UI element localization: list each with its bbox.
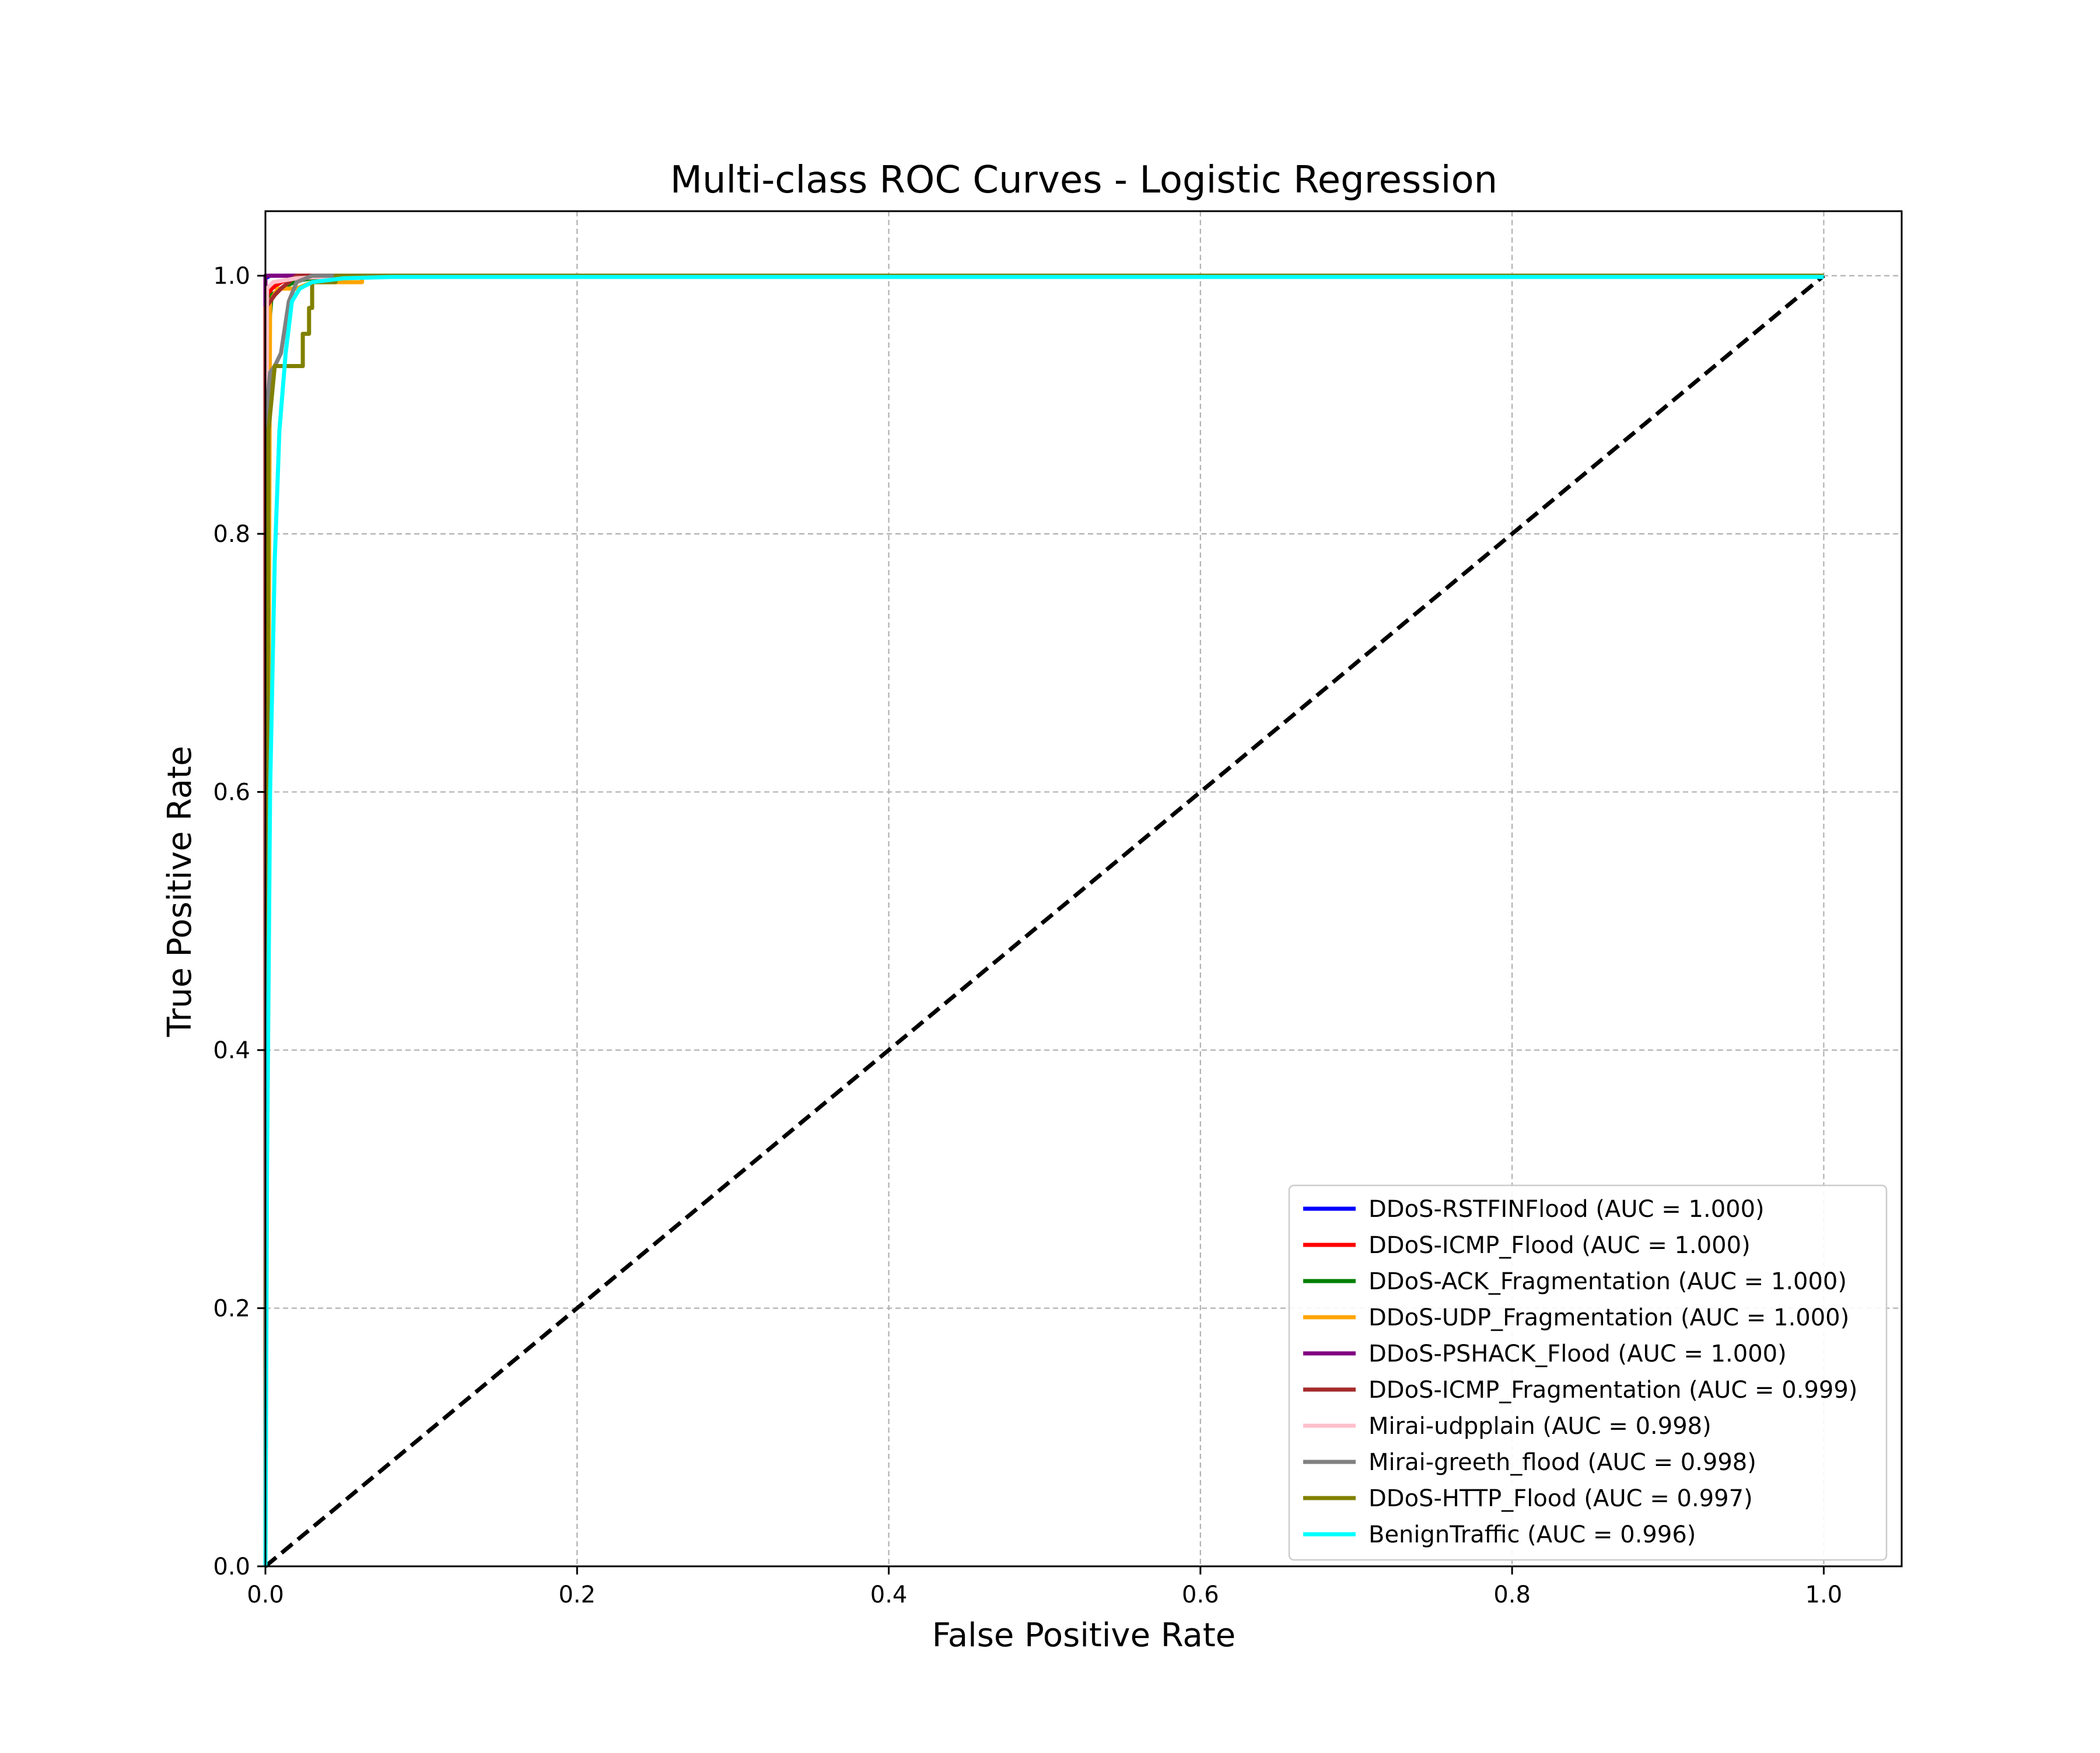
x-tick-label-4: 0.8 [1493,1581,1531,1608]
x-tick-label-0: 0.0 [247,1581,284,1608]
series-line-8 [263,274,1824,1567]
x-tick-label-2: 0.4 [870,1581,908,1608]
legend-label-7: Mirai-greeth_flood (AUC = 0.998) [1368,1449,1756,1476]
chart-title: Multi-class ROC Curves - Logistic Regres… [670,159,1497,202]
y-tick-label-5: 1.0 [213,263,250,290]
legend-label-3: DDoS-UDP_Fragmentation (AUC = 1.000) [1368,1304,1849,1331]
legend-box [1288,1184,1888,1561]
legend-label-1: DDoS-ICMP_Flood (AUC = 1.000) [1368,1232,1751,1259]
x-tick-label-5: 1.0 [1805,1581,1843,1608]
y-tick-label-2: 0.4 [213,1037,250,1064]
diagonal-reference-line [264,274,1825,1568]
y-tick-label-3: 0.6 [213,779,250,806]
legend-label-2: DDoS-ACK_Fragmentation (AUC = 1.000) [1368,1268,1847,1295]
legend-label-0: DDoS-RSTFINFlood (AUC = 1.000) [1368,1196,1765,1223]
y-axis-label: True Positive Rate [161,746,199,1038]
series-line-7 [263,274,1824,1567]
diagonal-layer [264,274,1825,1568]
x-axis-label: False Positive Rate [932,1616,1236,1654]
x-tick-label-3: 0.6 [1182,1581,1219,1608]
legend: DDoS-RSTFINFlood (AUC = 1.000) DDoS-ICMP_… [1288,1184,1888,1561]
axes-frame [264,210,1903,1567]
legend-label-9: BenignTraffic (AUC = 0.996) [1368,1521,1696,1548]
legend-label-4: DDoS-PSHACK_Flood (AUC = 1.000) [1368,1341,1787,1367]
legend-label-6: Mirai-udpplain (AUC = 0.998) [1368,1413,1712,1440]
y-tick-label-0: 0.0 [213,1553,250,1580]
series-line-9 [263,275,1824,1567]
y-tick-label-1: 0.2 [213,1296,250,1322]
ticks: 0.0 0.2 0.4 0.6 0.8 1.0 0.0 0.2 0.4 0.6 0.8 1.0 [213,263,1842,1608]
legend-label-5: DDoS-ICMP_Fragmentation (AUC = 0.999) [1368,1377,1857,1404]
y-tick-label-4: 0.8 [213,521,250,548]
legend-label-8: DDoS-HTTP_Flood (AUC = 0.997) [1368,1485,1753,1512]
x-tick-label-1: 0.2 [558,1581,596,1608]
series-layer [263,274,1824,1567]
